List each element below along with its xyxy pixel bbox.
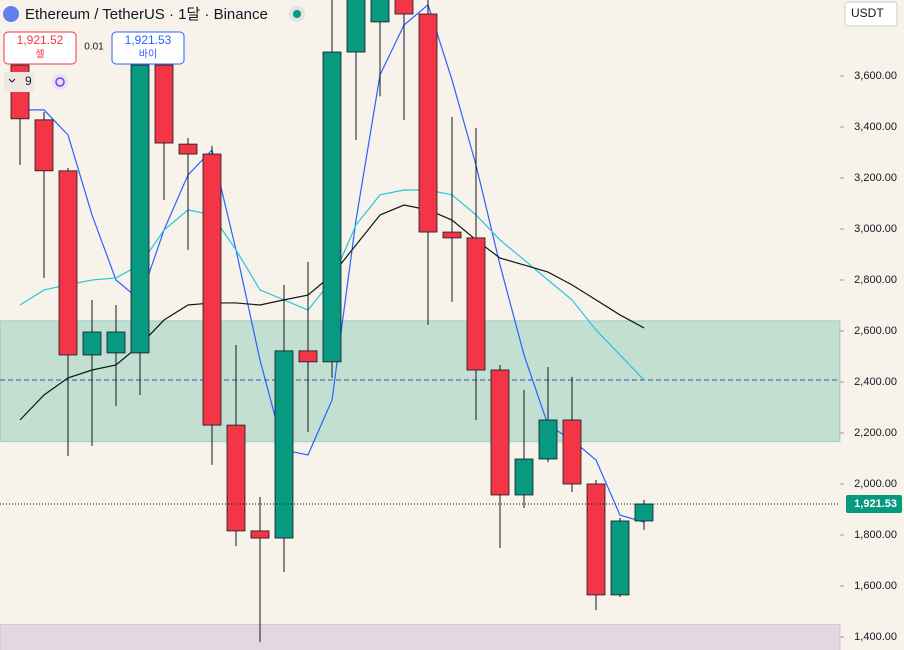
currency-select[interactable] <box>844 1 898 27</box>
buy-label: 바이 <box>139 49 157 61</box>
currency: USDT <box>851 6 884 20</box>
candle-body <box>154 64 174 144</box>
candle-body <box>178 143 198 155</box>
spread: 0.01 <box>84 42 104 53</box>
candle-body <box>298 350 318 363</box>
zone <box>0 623 841 650</box>
candle-body <box>250 530 270 539</box>
y-tick-label: 3,000.00 <box>854 223 897 235</box>
candle-body <box>370 0 390 23</box>
y-tick-label: 3,200.00 <box>854 172 897 184</box>
candle-body <box>226 424 246 532</box>
overlay: Ethereum / TetherUS · 1달 · Binance 1,921… <box>3 1 898 92</box>
candle-body <box>514 458 534 496</box>
candle-body <box>442 231 462 239</box>
y-tick-label: 2,200.00 <box>854 427 897 439</box>
sell-button[interactable] <box>3 31 77 65</box>
candle-body <box>130 64 150 354</box>
candle-body <box>634 503 654 522</box>
price-axis <box>840 0 904 650</box>
candle-body <box>202 153 222 426</box>
candle-body <box>58 170 78 356</box>
y-tick-label: 3,600.00 <box>854 70 897 82</box>
y-tick-label: 1,600.00 <box>854 580 897 592</box>
candle-body <box>586 483 606 596</box>
sell-price: 1,921.52 <box>17 33 64 47</box>
chevron <box>8 78 16 83</box>
buy-price: 1,921.53 <box>125 33 172 47</box>
refresh-icon <box>55 77 65 87</box>
candle-body <box>346 0 366 53</box>
y-tick-label: 1,400.00 <box>854 631 897 643</box>
last-price-tag <box>846 495 902 514</box>
symbol-icon <box>3 6 19 22</box>
ma-line <box>20 3 645 523</box>
candle-body <box>322 51 342 363</box>
candle-body <box>610 520 630 596</box>
y-tick-label: 2,800.00 <box>854 274 897 286</box>
candle-body <box>538 419 558 460</box>
plot <box>0 0 841 650</box>
candle-body <box>466 237 486 371</box>
candle-body <box>106 331 126 354</box>
y-tick-label: 1,800.00 <box>854 529 897 541</box>
indicator-count: 9 <box>25 74 32 88</box>
symbol-title[interactable]: Ethereum / TetherUS · 1달 · Binance <box>25 6 268 23</box>
status-dot <box>293 10 301 18</box>
indicator-toggle[interactable] <box>4 72 34 92</box>
candle-body <box>418 13 438 233</box>
candle-body <box>82 331 102 356</box>
candle-body <box>394 0 414 15</box>
y-tick-label: 3,400.00 <box>854 121 897 133</box>
last-price-label: 1,921.53 <box>854 498 897 510</box>
refresh-button[interactable] <box>52 74 68 90</box>
y-tick-label: 2,600.00 <box>854 325 897 337</box>
candle-body <box>34 119 54 172</box>
candle-body <box>274 350 294 539</box>
buy-button[interactable] <box>111 31 185 65</box>
candle-body <box>490 369 510 496</box>
y-tick-label: 2,000.00 <box>854 478 897 490</box>
zone <box>0 320 841 443</box>
candle-body <box>562 419 582 485</box>
y-tick-label: 2,400.00 <box>854 376 897 388</box>
sell-label: 셀 <box>35 49 44 61</box>
